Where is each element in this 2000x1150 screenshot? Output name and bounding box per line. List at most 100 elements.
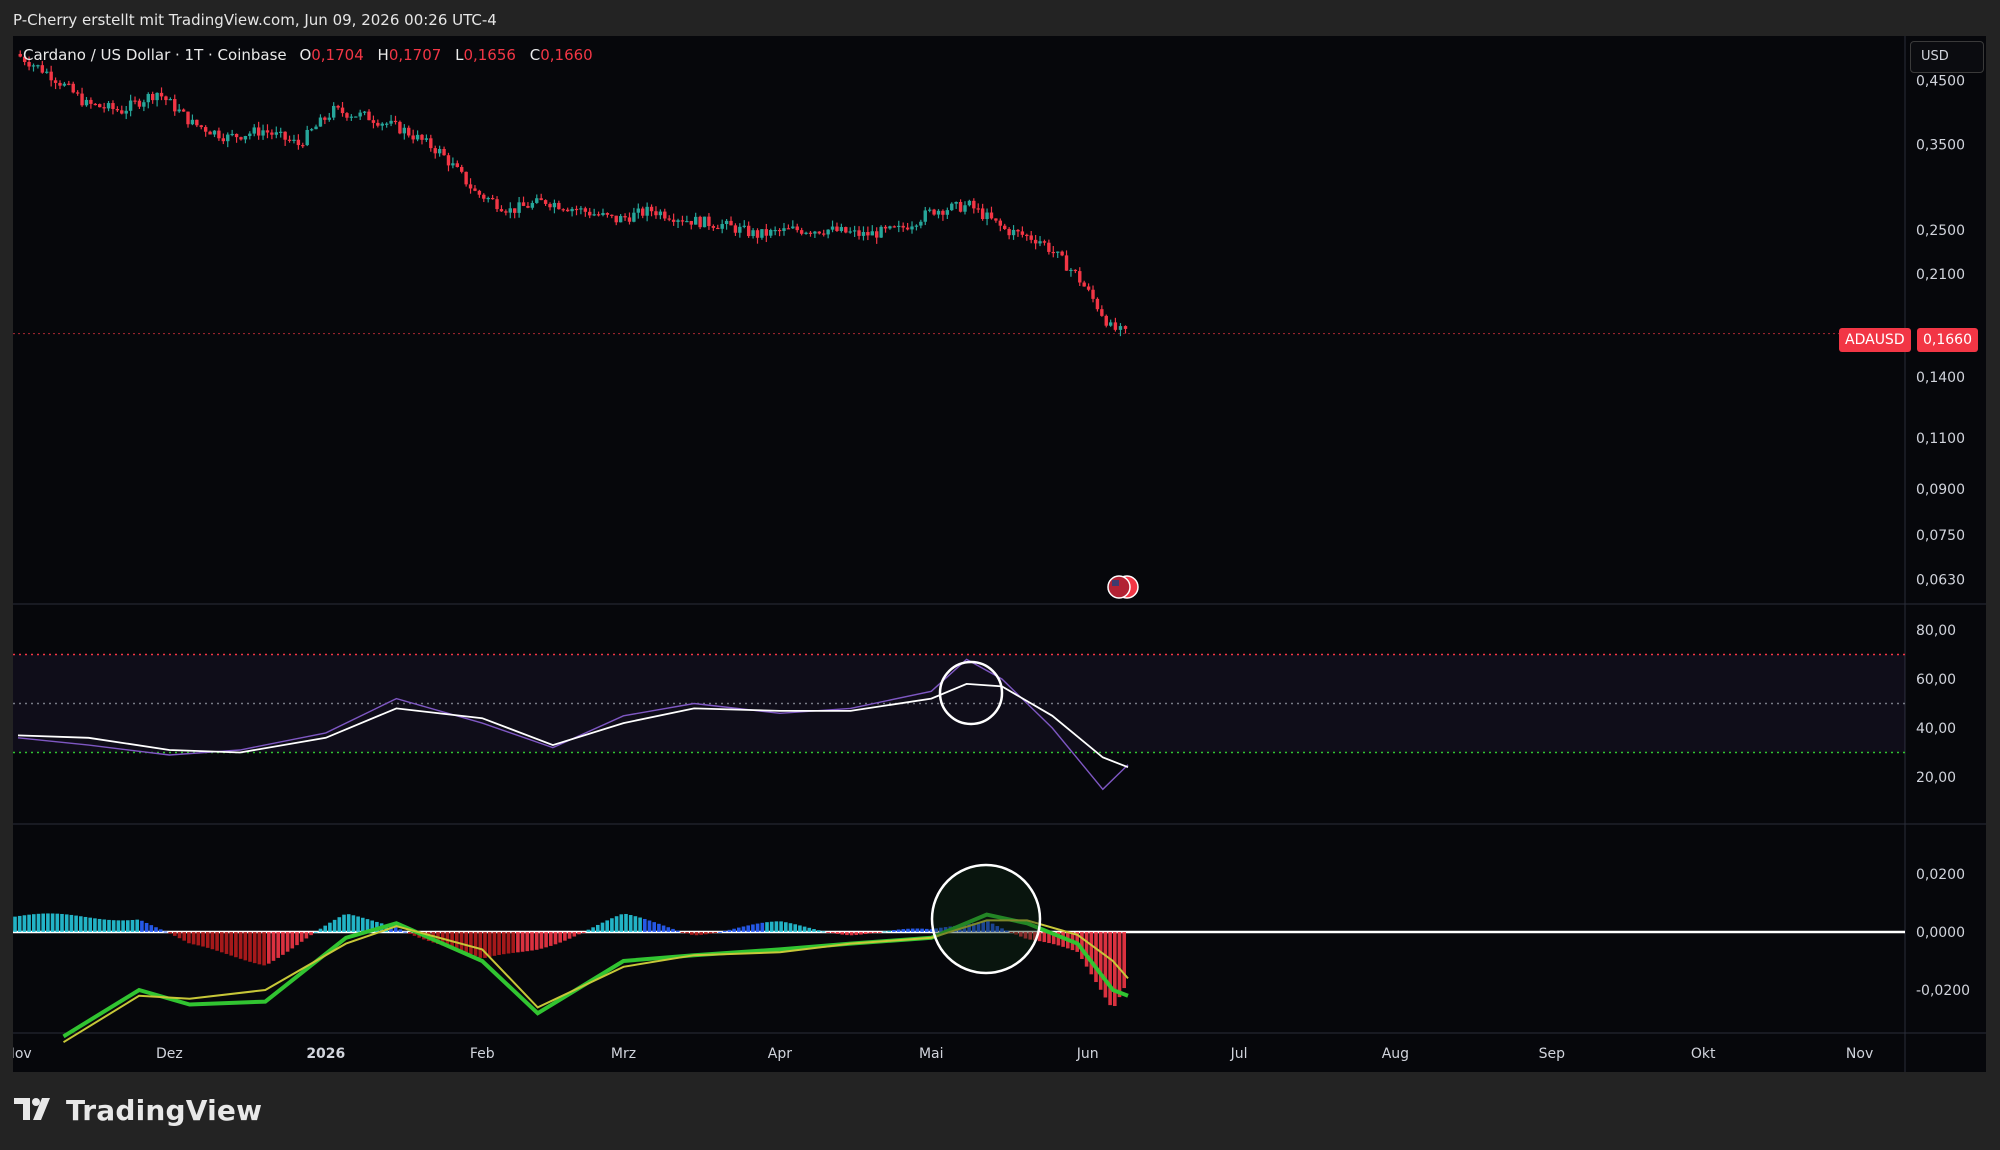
candle-body (813, 231, 817, 234)
candle-body (460, 167, 464, 172)
candle-body (641, 208, 645, 216)
chart-canvas[interactable]: 0,4500 0,3500 0,2500 0,2100 0,1400 0,1100 0,09… (13, 36, 1986, 1072)
macd-histogram-bar (737, 927, 741, 932)
macd-tick-label: 0,0000 (1916, 925, 1965, 941)
macd-histogram-bar (487, 932, 492, 957)
macd-histogram-bar (281, 932, 285, 955)
candle-body (367, 111, 371, 121)
candle-body (1100, 309, 1104, 316)
macd-histogram-bar (652, 922, 656, 932)
candle-body (292, 139, 296, 141)
candle-body (826, 229, 830, 235)
price-tick-label: 0,0750 (1916, 528, 1965, 544)
candle-body (415, 134, 420, 140)
candle-body (1038, 241, 1042, 244)
macd-histogram-bar (384, 924, 389, 932)
candle-body (592, 214, 596, 216)
macd-histogram-bar (901, 929, 906, 932)
macd-histogram-bar (314, 931, 318, 933)
macd-histogram-bar (243, 932, 248, 961)
candle-body (976, 208, 980, 210)
macd-histogram-bar (530, 932, 534, 951)
candle-body (314, 126, 318, 130)
candle-body (941, 210, 945, 215)
macd-histogram-bar (1033, 932, 1037, 941)
macd-histogram-bar (567, 932, 572, 939)
macd-histogram-bar (1019, 932, 1023, 937)
macd-histogram-bar (102, 919, 107, 932)
macd-histogram-bar (633, 916, 638, 932)
candle-body (910, 226, 914, 230)
candle-body (84, 99, 89, 106)
candle-body (671, 219, 676, 222)
candle-body (782, 228, 786, 231)
price-tick-label: 0,1400 (1916, 370, 1965, 386)
macd-histogram-bar (1103, 932, 1108, 998)
macd-histogram-bar (234, 932, 238, 958)
currency-button[interactable]: USD (1910, 41, 1984, 73)
candle-body (623, 216, 627, 218)
macd-histogram-bar (995, 926, 1000, 932)
candle-body (530, 202, 535, 208)
candle-body (870, 231, 874, 236)
candle-body (1064, 255, 1069, 271)
candle-body (1113, 322, 1118, 330)
macd-histogram-bar (1023, 932, 1028, 939)
candle-body (848, 231, 852, 233)
candle-body (702, 216, 707, 228)
candle-body (279, 131, 283, 133)
macd-histogram-bar (661, 925, 666, 932)
macd-histogram-bar (539, 932, 544, 949)
macd-histogram-bar (276, 932, 280, 958)
candle-body (1003, 225, 1007, 229)
macd-histogram-bar (177, 932, 182, 939)
chart-area[interactable]: 0,4500 0,3500 0,2500 0,2100 0,1400 0,1100 0,09… (13, 36, 1986, 1072)
candle-body (539, 198, 543, 201)
macd-histogram-bar (492, 932, 497, 956)
candle-body (115, 109, 120, 111)
candle-body (561, 209, 565, 211)
price-tick-label: 0,4500 (1916, 74, 1965, 90)
candle-body (950, 203, 954, 211)
macd-histogram-bar (647, 920, 652, 932)
candle-body (301, 145, 305, 147)
macd-histogram-bar (784, 922, 788, 932)
candle-body (879, 226, 883, 238)
candle-body (1055, 251, 1060, 253)
macd-histogram-bar (534, 932, 539, 950)
candle-body (451, 163, 455, 166)
tradingview-logo[interactable]: TradingView (14, 1092, 262, 1128)
candle-body (437, 149, 442, 154)
macd-histogram-bar (229, 932, 233, 956)
macd-histogram-bar (69, 914, 74, 932)
candle-body (133, 100, 137, 102)
macd-histogram-bar (1084, 932, 1089, 967)
candle-body (936, 210, 941, 215)
macd-histogram-bar (520, 932, 525, 952)
candle-body (980, 208, 985, 220)
macd-histogram-bar (32, 914, 36, 932)
macd-histogram-bar (332, 919, 337, 932)
candle-body (464, 171, 468, 185)
candle-body (985, 212, 989, 220)
rsi-tick-label: 40,00 (1916, 721, 1956, 737)
candle-body (808, 232, 813, 234)
macd-histogram-bar (544, 932, 548, 948)
candle-body (80, 93, 84, 106)
macd-histogram-bar (328, 922, 332, 932)
macd-histogram-bar (643, 918, 647, 932)
macd-histogram-bar (309, 932, 313, 936)
candle-body (199, 125, 203, 128)
candle-body (742, 225, 746, 227)
time-axis-label: Apr (768, 1046, 792, 1062)
macd-histogram-bar (74, 915, 78, 932)
macd-histogram-bar (187, 932, 191, 944)
candle-body (486, 197, 490, 200)
macd-histogram-bar (967, 924, 971, 932)
macd-histogram-bar (36, 913, 41, 932)
candle-body (142, 102, 146, 107)
macd-histogram-bar (708, 932, 713, 934)
time-axis-label: 2026 (306, 1046, 345, 1062)
macd-histogram-bar (478, 932, 483, 958)
macd-histogram-bar (17, 915, 22, 932)
